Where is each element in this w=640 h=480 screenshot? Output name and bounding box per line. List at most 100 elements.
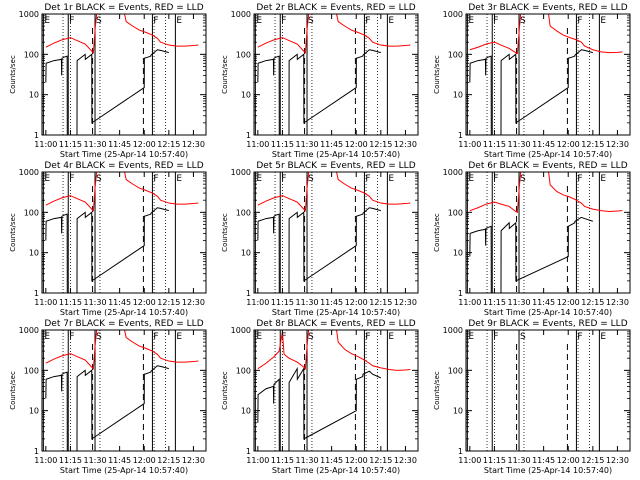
x-tick-label: 11:00 <box>246 456 269 465</box>
plot-frame <box>465 329 631 452</box>
x-tick-label: 11:00 <box>458 140 481 149</box>
flag-label: S <box>520 174 526 184</box>
flag-label: F <box>365 16 370 26</box>
flag-label: E <box>388 16 394 26</box>
y-tick-label: 100 <box>236 366 251 375</box>
x-tick-label: 11:15 <box>271 456 294 465</box>
panel-3: Det 3r BLACK = Events, RED = LLD E F S F E 1 10… <box>433 3 631 159</box>
x-tick-label: 12:15 <box>157 140 180 149</box>
x-tick-label: 11:00 <box>34 456 57 465</box>
y-axis-label: Counts/sec <box>433 55 441 94</box>
x-tick-label: 12:00 <box>345 456 368 465</box>
x-tick-label: 12:30 <box>394 298 417 307</box>
panel-5: Det 5r BLACK = Events, RED = LLD E F S F E 1 10… <box>221 161 419 317</box>
flag-label: S <box>308 174 314 184</box>
y-tick-label: 1 <box>458 447 463 456</box>
x-tick-label: 12:00 <box>557 140 580 149</box>
y-axis-label: Counts/sec <box>9 55 17 94</box>
y-tick-label: 100 <box>448 366 463 375</box>
x-tick-label: 12:15 <box>581 140 604 149</box>
x-tick-label: 12:15 <box>369 456 392 465</box>
flag-label: E <box>256 332 262 342</box>
plot-frame <box>41 329 207 452</box>
x-tick-label: 11:15 <box>59 456 82 465</box>
y-axis-label: Counts/sec <box>221 55 229 94</box>
flag-label: F <box>493 16 498 26</box>
series-line-events <box>45 365 169 451</box>
y-tick-label: 100 <box>236 208 251 217</box>
x-tick-label: 11:15 <box>59 298 82 307</box>
x-tick-label: 11:00 <box>458 298 481 307</box>
x-tick-label: 12:30 <box>394 456 417 465</box>
x-tick-label: 12:00 <box>133 298 156 307</box>
series-line-events <box>45 49 169 135</box>
y-tick-label: 10 <box>453 407 463 416</box>
flag-label: F <box>281 332 286 342</box>
panel-6: Det 6r BLACK = Events, RED = LLD E F S F E 1 10… <box>433 161 631 317</box>
x-tick-label: 12:15 <box>369 140 392 149</box>
flag-label: E <box>600 174 606 184</box>
flag-label: E <box>600 332 606 342</box>
series-line-events <box>257 366 382 451</box>
y-tick-label: 1 <box>246 289 251 298</box>
y-tick-label: 1000 <box>19 326 39 335</box>
x-axis-label: Start Time (25-Apr-14 10:57:40) <box>60 150 188 159</box>
x-axis-label: Start Time (25-Apr-14 10:57:40) <box>484 466 612 475</box>
series-line-lld <box>257 14 411 54</box>
x-tick-label: 12:00 <box>133 140 156 149</box>
y-tick-label: 10 <box>241 91 251 100</box>
flag-label: F <box>365 332 370 342</box>
x-tick-label: 11:00 <box>34 140 57 149</box>
flag-label: E <box>44 332 50 342</box>
x-tick-label: 12:00 <box>345 140 368 149</box>
series-line-events <box>257 49 381 135</box>
x-tick-label: 11:00 <box>458 456 481 465</box>
flag-label: E <box>388 174 394 184</box>
flag-label: F <box>153 174 158 184</box>
plot-frame <box>253 171 419 294</box>
flag-label: E <box>176 174 182 184</box>
series-line-lld <box>469 172 623 214</box>
x-tick-label: 12:30 <box>606 140 629 149</box>
flag-label: F <box>365 174 370 184</box>
panel-9: Det 9r BLACK = Events, RED = LLD E F S F E 1 10… <box>433 319 631 475</box>
flag-label: F <box>493 174 498 184</box>
flag-label: F <box>577 16 582 26</box>
plot-frame <box>41 13 207 136</box>
flag-label: F <box>153 16 158 26</box>
x-axis-label: Start Time (25-Apr-14 10:57:40) <box>272 150 400 159</box>
y-axis-label: Counts/sec <box>9 371 17 410</box>
x-tick-label: 11:30 <box>295 298 318 307</box>
y-tick-label: 1000 <box>231 10 251 19</box>
panel-title: Det 4r BLACK = Events, RED = LLD <box>44 161 203 171</box>
x-axis-label: Start Time (25-Apr-14 10:57:40) <box>60 466 188 475</box>
flag-label: S <box>96 16 102 26</box>
y-tick-label: 10 <box>29 407 39 416</box>
x-tick-label: 11:45 <box>108 298 131 307</box>
flag-label: E <box>468 16 474 26</box>
panel-title: Det 2r BLACK = Events, RED = LLD <box>256 3 415 13</box>
panel-7: Det 7r BLACK = Events, RED = LLD E F S F E 1 10… <box>9 319 207 475</box>
flag-label: E <box>600 16 606 26</box>
flag-label: F <box>577 332 582 342</box>
x-tick-label: 11:45 <box>320 140 343 149</box>
x-tick-label: 11:45 <box>532 298 555 307</box>
flag-label: F <box>493 332 498 342</box>
y-tick-label: 1000 <box>19 168 39 177</box>
y-tick-label: 100 <box>448 50 463 59</box>
x-tick-label: 11:45 <box>320 298 343 307</box>
y-tick-label: 1000 <box>231 326 251 335</box>
y-tick-label: 10 <box>453 91 463 100</box>
x-tick-label: 11:15 <box>483 456 506 465</box>
x-tick-label: 12:15 <box>157 456 180 465</box>
flag-label: F <box>69 174 74 184</box>
x-tick-label: 12:15 <box>157 298 180 307</box>
x-tick-label: 12:30 <box>182 298 205 307</box>
plot-frame <box>253 329 419 452</box>
series-line-events <box>257 207 381 293</box>
y-tick-label: 1000 <box>19 10 39 19</box>
panel-title: Det 1r BLACK = Events, RED = LLD <box>44 3 203 13</box>
flag-label: E <box>468 174 474 184</box>
y-axis-label: Counts/sec <box>221 371 229 410</box>
x-tick-label: 11:15 <box>271 140 294 149</box>
